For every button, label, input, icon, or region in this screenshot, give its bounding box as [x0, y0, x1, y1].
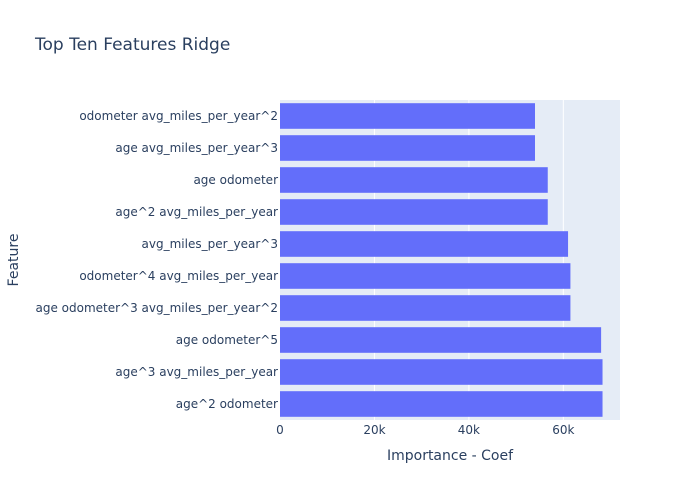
y-tick-label: avg_miles_per_year^3 — [142, 237, 278, 251]
y-tick-label: age odometer^3 avg_miles_per_year^2 — [35, 301, 278, 315]
bars — [280, 103, 603, 417]
x-tick-label: 0 — [276, 423, 284, 437]
bar — [280, 391, 603, 417]
y-tick-label: age^2 odometer — [176, 397, 278, 411]
bar — [280, 103, 535, 129]
x-tick-label: 60k — [552, 423, 574, 437]
y-tick-label: age^2 avg_miles_per_year — [115, 205, 278, 219]
bar — [280, 263, 571, 289]
bar — [280, 135, 535, 161]
y-axis-title: Feature — [6, 234, 22, 287]
y-tick-label: age odometer^5 — [176, 333, 278, 347]
bar — [280, 295, 571, 321]
x-axis-title: Importance - Coef — [387, 448, 514, 464]
x-tick-label: 20k — [363, 423, 385, 437]
y-tick-label: age^3 avg_miles_per_year — [115, 365, 278, 379]
y-tick-label: odometer avg_miles_per_year^2 — [79, 109, 278, 123]
y-tick-label: age avg_miles_per_year^3 — [115, 141, 278, 155]
bar — [280, 359, 603, 385]
x-tick-label: 40k — [458, 423, 480, 437]
bar — [280, 167, 548, 193]
bar — [280, 327, 602, 353]
y-tick-label: age odometer — [193, 173, 278, 187]
x-tick-labels: 0 20k 40k 60k — [276, 423, 574, 437]
y-tick-label: odometer^4 avg_miles_per_year — [79, 269, 278, 283]
bar — [280, 199, 548, 225]
bar — [280, 231, 569, 257]
chart-title: Top Ten Features Ridge — [34, 35, 230, 55]
